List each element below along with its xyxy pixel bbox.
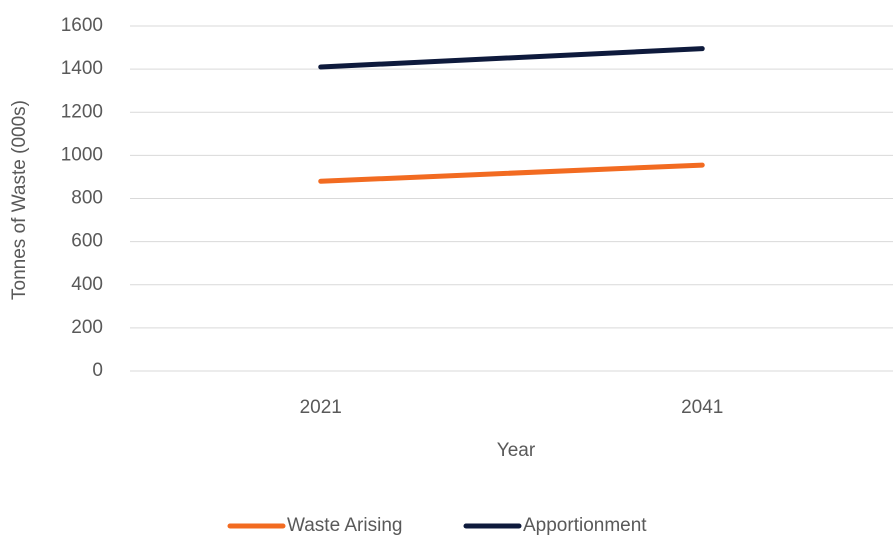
y-tick-label: 200	[71, 317, 103, 338]
legend-label: Waste Arising	[287, 515, 402, 536]
y-tick-label: 1400	[61, 58, 103, 79]
x-axis-label: Year	[497, 440, 536, 461]
x-tick-label: 2041	[681, 397, 723, 418]
y-tick-label: 1200	[61, 101, 103, 122]
x-tick-label: 2021	[300, 397, 342, 418]
y-tick-label: 1000	[61, 144, 103, 165]
series-line	[318, 162, 705, 184]
y-tick-label: 600	[71, 231, 103, 252]
y-axis-label: Tonnes of Waste (000s)	[9, 100, 30, 300]
y-tick-label: 400	[71, 274, 103, 295]
y-tick-label: 1600	[61, 15, 103, 36]
series-line	[318, 46, 705, 70]
legend-label: Apportionment	[523, 515, 647, 536]
y-tick-label: 0	[92, 360, 103, 381]
y-tick-label: 800	[71, 188, 103, 209]
